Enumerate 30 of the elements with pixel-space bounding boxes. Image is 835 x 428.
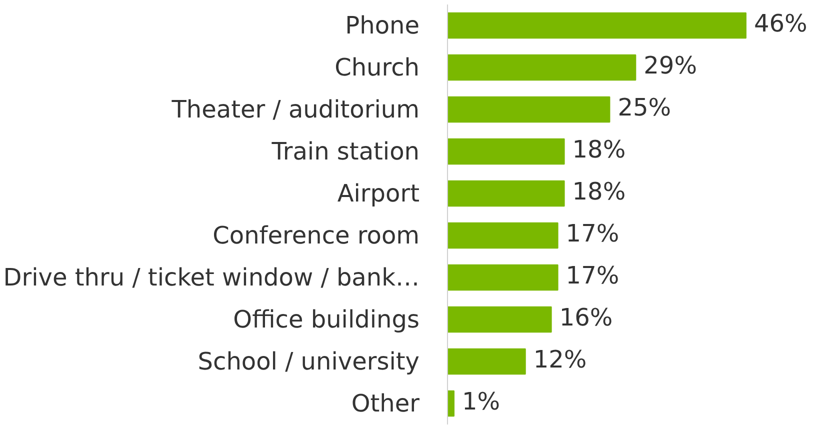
bar — [448, 348, 526, 375]
y-tick-label: Train station — [270, 138, 420, 166]
data-label: 17% — [566, 220, 620, 248]
y-tick-label: Conference room — [212, 222, 420, 250]
y-tick-label: Airport — [337, 180, 420, 208]
data-label: 1% — [462, 388, 500, 416]
data-label: 29% — [644, 52, 698, 80]
y-tick-label: School / university — [198, 348, 420, 376]
y-tick-label: Office buildings — [233, 306, 420, 334]
bar — [448, 96, 610, 123]
y-tick-label: Phone — [345, 12, 420, 40]
bar — [448, 138, 565, 165]
data-label: 25% — [618, 94, 672, 122]
data-label: 17% — [566, 262, 620, 290]
data-label: 12% — [533, 346, 587, 374]
data-label: 16% — [559, 304, 613, 332]
y-tick-label: Other — [351, 390, 420, 418]
y-tick-label: Theater / auditorium — [170, 96, 420, 124]
bar — [448, 222, 558, 249]
data-label: 46% — [754, 10, 808, 38]
y-tick-label: Church — [334, 54, 420, 82]
bar — [448, 12, 746, 39]
data-label: 18% — [572, 178, 626, 206]
bar — [448, 390, 454, 417]
bar — [448, 180, 565, 207]
bar — [448, 264, 558, 291]
bar — [448, 306, 552, 333]
bar — [448, 54, 636, 81]
y-tick-label: Drive thru / ticket window / bank… — [3, 264, 420, 292]
data-label: 18% — [572, 136, 626, 164]
